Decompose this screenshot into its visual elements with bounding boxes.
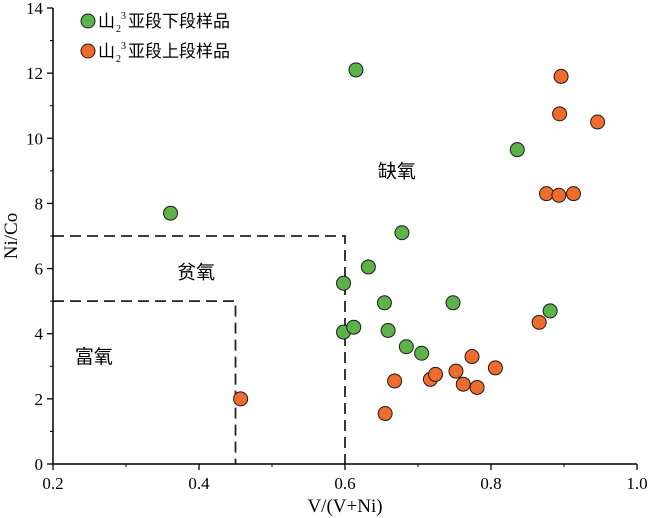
data-point-series-0 <box>414 345 430 361</box>
y-tick-label: 14 <box>26 0 44 18</box>
region-label: 贫氧 <box>177 261 215 283</box>
boundary-line-0 <box>53 300 237 464</box>
data-point-series-1 <box>487 360 503 376</box>
legend-marker <box>80 43 96 59</box>
data-point-series-0 <box>360 259 376 275</box>
legend-label-sub: 2 <box>116 24 121 35</box>
data-point-series-0 <box>542 303 558 319</box>
region-label: 缺氧 <box>378 160 416 182</box>
axis-ticks: 0.2 0.4 0.6 0.8 1.0 0 2 4 6 8 10 12 14 <box>26 0 648 493</box>
legend-label-sup: 3 <box>121 41 126 52</box>
y-tick-label: 10 <box>26 129 43 148</box>
data-point-series-0 <box>346 319 362 335</box>
y-tick-label: 8 <box>35 194 44 213</box>
data-point-series-0 <box>163 205 179 221</box>
legend-label-base: 山 <box>98 42 115 62</box>
data-point-series-0 <box>394 225 410 241</box>
data-point-series-1 <box>553 68 569 84</box>
data-point-series-0 <box>509 142 525 158</box>
y-tick-label: 2 <box>35 390 44 409</box>
x-tick-label: 0.8 <box>480 474 501 493</box>
data-point-series-1 <box>233 391 249 407</box>
y-axis-title: Ni/Co <box>1 213 22 259</box>
legend-label-tail: 亚段上段样品 <box>128 42 230 62</box>
data-point-series-0 <box>348 62 364 78</box>
data-point-series-1 <box>531 314 547 330</box>
legend-label-base: 山 <box>98 12 115 32</box>
x-tick-label: 0.6 <box>334 474 355 493</box>
x-tick-label: 1.0 <box>626 474 647 493</box>
region-boundaries <box>53 235 346 464</box>
data-point-series-1 <box>428 366 444 382</box>
y-tick-label: 4 <box>35 325 44 344</box>
y-tick-label: 0 <box>35 455 44 474</box>
y-tick-label: 12 <box>26 64 43 83</box>
data-point-series-1 <box>565 186 581 202</box>
y-tick-label: 6 <box>35 260 44 279</box>
data-point-series-1 <box>464 349 480 365</box>
data-point-series-1 <box>455 376 471 392</box>
data-point-series-1 <box>377 406 393 422</box>
boundary-line-1 <box>53 235 346 464</box>
data-point-series-0 <box>380 322 396 338</box>
legend-label-sup: 3 <box>121 11 126 22</box>
legend-label-tail: 亚段下段样品 <box>128 12 230 32</box>
data-points <box>163 62 606 422</box>
data-point-series-1 <box>538 186 554 202</box>
x-tick-label: 0.2 <box>42 474 63 493</box>
x-tick-label: 0.4 <box>188 474 210 493</box>
legend-marker <box>80 13 96 29</box>
data-point-series-1 <box>552 106 568 122</box>
x-axis-title: V/(V+Ni) <box>307 496 382 517</box>
data-point-series-1 <box>590 114 606 130</box>
data-point-series-1 <box>469 379 485 395</box>
data-point-series-0 <box>336 275 352 291</box>
legend-label-sub: 2 <box>116 54 121 65</box>
data-point-series-0 <box>376 295 392 311</box>
data-point-series-1 <box>448 363 464 379</box>
data-point-series-1 <box>387 373 403 389</box>
data-point-series-0 <box>445 295 461 311</box>
data-point-series-1 <box>551 187 567 203</box>
data-point-series-0 <box>398 339 414 355</box>
region-label: 富氧 <box>75 346 113 368</box>
